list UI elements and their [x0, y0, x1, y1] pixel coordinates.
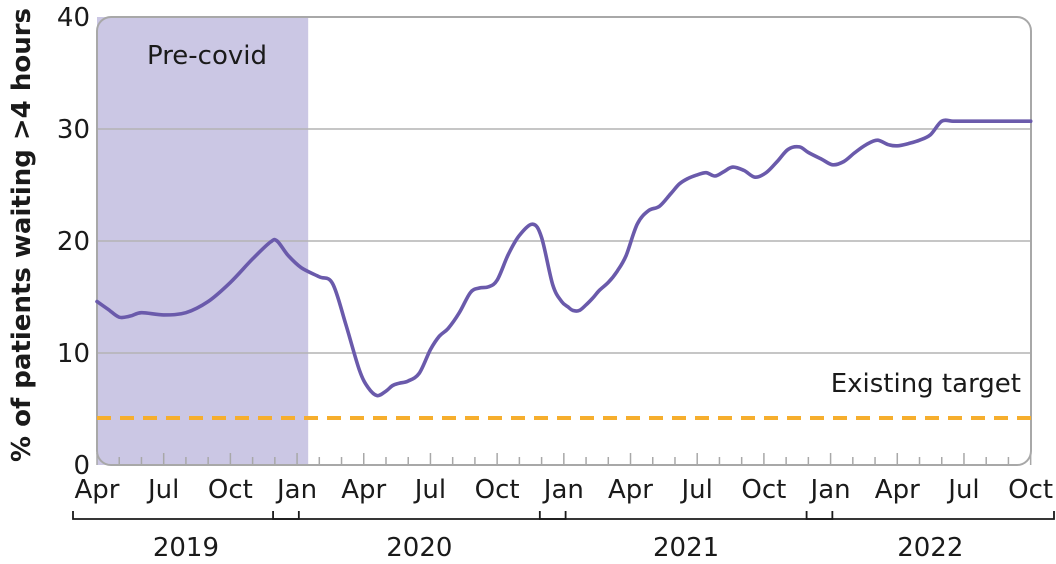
x-tick-label-8: Apr [608, 475, 653, 505]
x-tick-label-13: Jul [946, 475, 979, 505]
year-bracket-2020 [272, 511, 567, 520]
pre-covid-label: Pre-covid [147, 41, 267, 71]
year-label-2020: 2020 [386, 533, 452, 563]
year-bracket-2021 [538, 511, 834, 520]
x-tick-label-14: Oct [1008, 475, 1053, 505]
x-tick-label-2: Oct [208, 475, 253, 505]
x-tick-label-11: Jan [809, 475, 851, 505]
y-tick-label-30: 30 [57, 115, 90, 145]
y-tick-label-0: 0 [73, 451, 90, 481]
x-tick-label-7: Jan [542, 475, 584, 505]
series-line-0 [95, 118, 1033, 398]
x-tick-label-1: Jul [146, 475, 179, 505]
year-label-2021: 2021 [653, 533, 719, 563]
x-tick-label-0: Apr [75, 475, 120, 505]
year-label-2019: 2019 [153, 533, 219, 563]
year-label-2022: 2022 [897, 533, 963, 563]
x-tick-label-12: Apr [875, 475, 920, 505]
year-bracket-2019 [72, 511, 300, 520]
x-tick-label-4: Apr [341, 475, 386, 505]
year-bracket-2022 [805, 511, 1055, 520]
x-tick-label-6: Oct [475, 475, 520, 505]
y-tick-label-40: 40 [57, 3, 90, 33]
y-tick-label-10: 10 [57, 339, 90, 369]
x-tick-label-3: Jan [275, 475, 317, 505]
y-axis-title: % of patients waiting >4 hours [7, 8, 37, 462]
target-label: Existing target [831, 369, 1021, 399]
x-tick-label-9: Jul [680, 475, 713, 505]
y-tick-label-20: 20 [57, 227, 90, 257]
x-tick-label-5: Jul [413, 475, 446, 505]
x-tick-label-10: Oct [741, 475, 786, 505]
